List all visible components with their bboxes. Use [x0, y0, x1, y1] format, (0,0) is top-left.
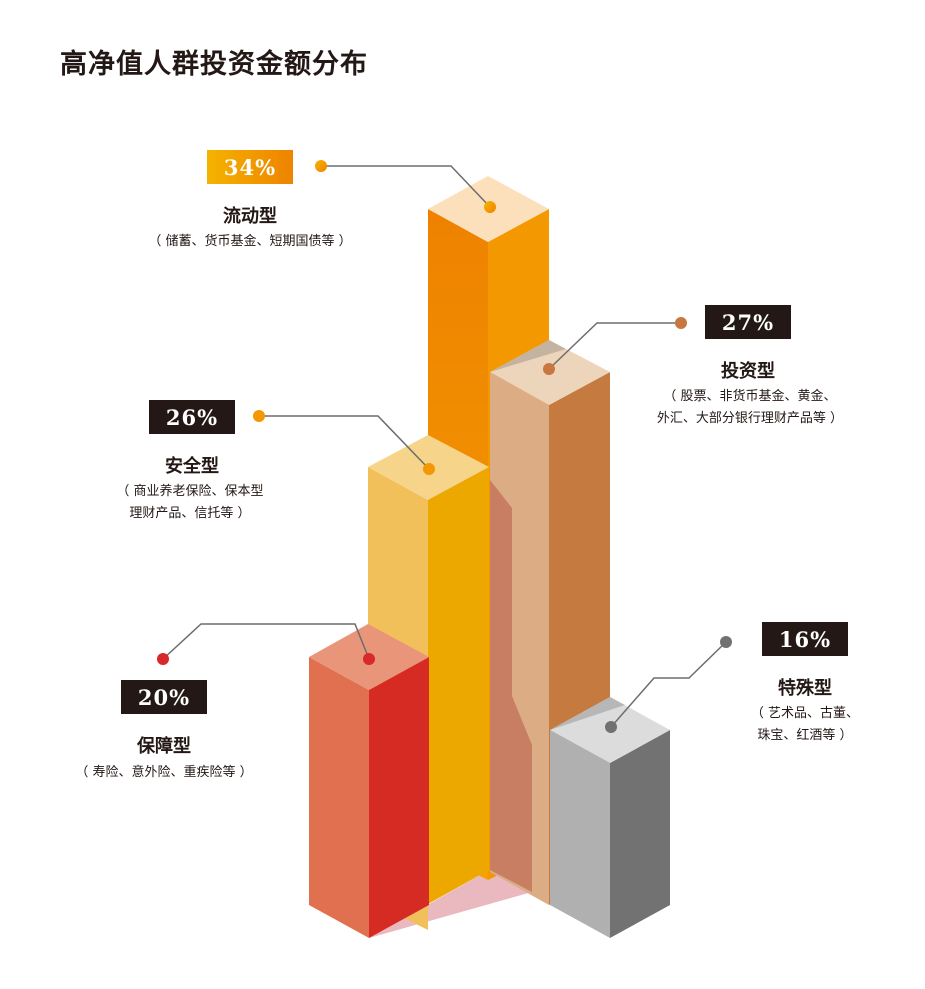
bar-special-top-shadow [550, 697, 625, 730]
percent-badge-liquid: 34% [207, 150, 293, 184]
dot-investment-label [675, 317, 687, 329]
bar-investment-top-shadow [490, 340, 566, 372]
leader-line-safe [259, 415, 430, 470]
bar-protection [309, 624, 429, 938]
category-desc-special: （ 艺术品、古董、 珠宝、红酒等 ） [735, 703, 875, 747]
leader-dots [157, 160, 732, 733]
dot-safe-bar [423, 463, 435, 475]
percent-badge-special: 16% [762, 622, 848, 656]
chart-title: 高净值人群投资金额分布 [60, 49, 368, 80]
bar-special [550, 697, 670, 938]
category-label-special: 特殊型 [778, 678, 832, 699]
percent-badge-investment: 27% [705, 305, 791, 339]
desc-line: 珠宝、红酒等 ） [757, 728, 853, 743]
dot-liquid-label [315, 160, 327, 172]
category-label-safe: 安全型 [165, 456, 219, 477]
leader-line-protection [162, 623, 370, 660]
percent-badge-safe: 26% [149, 400, 235, 434]
bar-protection-left-face [309, 657, 369, 938]
dot-safe-label [253, 410, 265, 422]
bar-special-left-face [550, 730, 610, 938]
dot-liquid-bar [484, 201, 496, 213]
percent-badge-protection: 20% [121, 680, 207, 714]
desc-line: （ 寿险、意外险、重疾险等 ） [75, 765, 253, 780]
category-label-liquid: 流动型 [223, 206, 277, 227]
desc-line: （ 艺术品、古董、 [750, 706, 860, 721]
category-desc-investment: （ 股票、非货币基金、黄金、 外汇、大部分银行理财产品等 ） [630, 386, 870, 430]
dot-protection-label [157, 653, 169, 665]
leader-line-investment [548, 322, 681, 370]
desc-line: （ 股票、非货币基金、黄金、 [663, 389, 837, 404]
category-desc-liquid: （ 储蓄、货币基金、短期国债等 ） [130, 231, 370, 253]
desc-line: （ 储蓄、货币基金、短期国债等 ） [148, 234, 352, 249]
bar-protection-right-face [369, 657, 429, 938]
desc-line: （ 商业养老保险、保本型 [116, 484, 264, 499]
dot-special-label [720, 636, 732, 648]
bar-special-right-face [610, 730, 670, 938]
floor-shadow [369, 870, 532, 938]
category-desc-safe: （ 商业养老保险、保本型 理财产品、信托等 ） [90, 481, 290, 525]
dot-protection-bar [363, 653, 375, 665]
leader-line-liquid [321, 165, 491, 208]
desc-line: 理财产品、信托等 ） [129, 506, 251, 521]
dot-special-bar [605, 721, 617, 733]
leader-line-special [610, 641, 727, 728]
bar-investment-shadow [490, 480, 532, 892]
category-label-investment: 投资型 [721, 361, 775, 382]
desc-line: 外汇、大部分银行理财产品等 ） [656, 411, 844, 426]
dot-investment-bar [543, 363, 555, 375]
category-label-protection: 保障型 [137, 736, 191, 757]
leader-lines [162, 165, 727, 728]
bar-safe-right-face [428, 467, 489, 904]
category-desc-protection: （ 寿险、意外险、重疾险等 ） [54, 762, 274, 784]
